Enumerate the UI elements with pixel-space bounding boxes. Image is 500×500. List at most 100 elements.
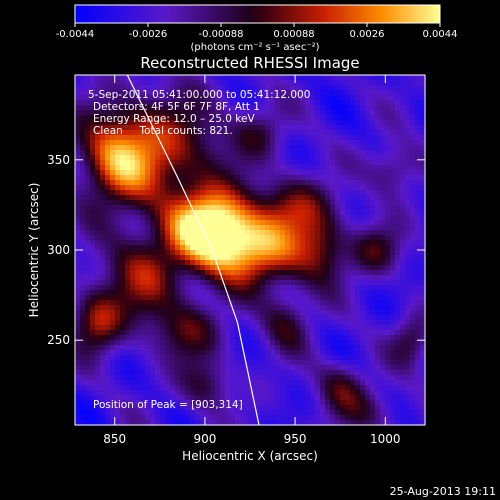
heatmap-cell xyxy=(95,125,101,131)
heatmap-cell xyxy=(165,105,171,111)
heatmap-cell xyxy=(270,365,276,371)
heatmap-cell xyxy=(130,155,136,161)
heatmap-cell xyxy=(205,140,211,146)
heatmap-cell xyxy=(195,115,201,121)
heatmap-cell xyxy=(240,360,246,366)
heatmap-cell xyxy=(270,170,276,176)
heatmap-cell xyxy=(225,340,231,346)
heatmap-cell xyxy=(180,305,186,311)
heatmap-cell xyxy=(305,380,311,386)
heatmap-cell xyxy=(235,105,241,111)
heatmap-cell xyxy=(150,175,156,181)
heatmap-cell xyxy=(335,420,341,426)
heatmap-cell xyxy=(265,410,271,416)
heatmap-cell xyxy=(330,75,336,81)
heatmap-cell xyxy=(140,295,146,301)
heatmap-cell xyxy=(290,210,296,216)
heatmap-cell xyxy=(335,205,341,211)
heatmap-cell xyxy=(255,130,261,136)
heatmap-cell xyxy=(140,185,146,191)
heatmap-cell xyxy=(255,145,261,151)
heatmap-cell xyxy=(185,155,191,161)
heatmap-cell xyxy=(385,160,391,166)
heatmap-cell xyxy=(150,220,156,226)
heatmap-cell xyxy=(190,115,196,121)
heatmap-cell xyxy=(240,215,246,221)
heatmap-cell xyxy=(155,260,161,266)
heatmap-cell xyxy=(130,140,136,146)
heatmap-cell xyxy=(170,390,176,396)
heatmap-cell xyxy=(310,230,316,236)
heatmap-cell xyxy=(150,190,156,196)
heatmap-cell xyxy=(190,80,196,86)
heatmap-cell xyxy=(355,170,361,176)
heatmap-cell xyxy=(350,405,356,411)
heatmap-cell xyxy=(175,195,181,201)
heatmap-cell xyxy=(125,130,131,136)
heatmap-cell xyxy=(175,145,181,151)
heatmap-cell xyxy=(285,315,291,321)
heatmap-cell xyxy=(170,235,176,241)
heatmap-cell xyxy=(260,310,266,316)
heatmap-cell xyxy=(380,365,386,371)
heatmap-cell xyxy=(285,255,291,261)
heatmap-cell xyxy=(255,80,261,86)
heatmap-cell xyxy=(340,410,346,416)
heatmap-cell xyxy=(170,350,176,356)
heatmap-cell xyxy=(290,95,296,101)
heatmap-cell xyxy=(215,150,221,156)
heatmap-cell xyxy=(160,280,166,286)
heatmap-cell xyxy=(75,310,81,316)
heatmap-cell xyxy=(115,215,121,221)
heatmap-cell xyxy=(285,385,291,391)
heatmap-cell xyxy=(290,300,296,306)
heatmap-cell xyxy=(420,210,426,216)
heatmap-cell xyxy=(145,125,151,131)
heatmap-cell xyxy=(95,200,101,206)
heatmap-cell xyxy=(400,315,406,321)
heatmap-cell xyxy=(120,205,126,211)
heatmap-cell xyxy=(235,240,241,246)
heatmap-cell xyxy=(85,305,91,311)
heatmap-cell xyxy=(115,275,121,281)
heatmap-cell xyxy=(335,85,341,91)
heatmap-cell xyxy=(190,320,196,326)
heatmap-cell xyxy=(340,260,346,266)
heatmap-cell xyxy=(285,270,291,276)
heatmap-cell xyxy=(270,255,276,261)
heatmap-cell xyxy=(320,375,326,381)
heatmap-cell xyxy=(270,205,276,211)
heatmap-cell xyxy=(130,250,136,256)
heatmap-cell xyxy=(120,165,126,171)
heatmap-cell xyxy=(315,90,321,96)
heatmap-cell xyxy=(365,385,371,391)
heatmap-cell xyxy=(195,220,201,226)
heatmap-cell xyxy=(135,195,141,201)
heatmap-cell xyxy=(75,235,81,241)
heatmap-cell xyxy=(160,285,166,291)
heatmap-cell xyxy=(180,190,186,196)
heatmap-cell xyxy=(380,190,386,196)
heatmap-cell xyxy=(250,355,256,361)
heatmap-cell xyxy=(330,205,336,211)
heatmap-cell xyxy=(355,385,361,391)
heatmap-cell xyxy=(215,140,221,146)
heatmap-cell xyxy=(195,230,201,236)
heatmap-cell xyxy=(320,280,326,286)
heatmap-cell xyxy=(305,345,311,351)
heatmap-cell xyxy=(315,185,321,191)
heatmap-cell xyxy=(185,100,191,106)
heatmap-cell xyxy=(175,220,181,226)
heatmap-cell xyxy=(110,130,116,136)
heatmap-cell xyxy=(155,285,161,291)
heatmap-cell xyxy=(80,205,86,211)
heatmap-cell xyxy=(225,420,231,426)
heatmap-cell xyxy=(205,175,211,181)
heatmap-cell xyxy=(195,185,201,191)
heatmap-cell xyxy=(360,315,366,321)
heatmap-cell xyxy=(310,250,316,256)
heatmap-cell xyxy=(375,165,381,171)
heatmap-cell xyxy=(280,75,286,81)
colorbar-tick-label: 0.0044 xyxy=(423,29,458,40)
heatmap-cell xyxy=(385,305,391,311)
